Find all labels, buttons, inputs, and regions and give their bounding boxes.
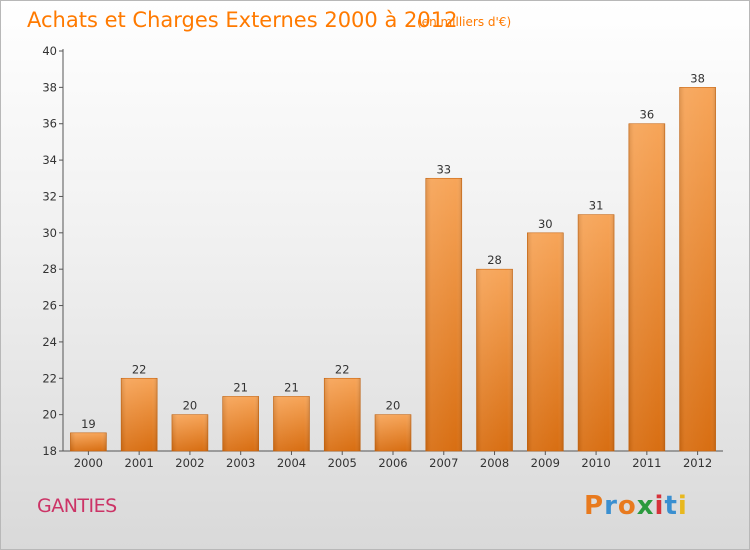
data-label-2002: 20 bbox=[183, 399, 198, 413]
x-tick-label: 2007 bbox=[429, 456, 458, 470]
data-label-2008: 28 bbox=[487, 253, 502, 267]
place-name: GANTIES bbox=[37, 495, 117, 517]
y-tick-label: 40 bbox=[42, 44, 57, 58]
bar-shading-2002 bbox=[171, 414, 208, 451]
bar-shading-2000 bbox=[70, 432, 107, 451]
data-label-2001: 22 bbox=[132, 362, 147, 376]
bar-shading-2004 bbox=[273, 396, 310, 451]
y-tick-label: 34 bbox=[42, 153, 57, 167]
y-tick-label: 24 bbox=[42, 335, 57, 349]
x-tick-label: 2002 bbox=[175, 456, 204, 470]
bar-shading-2009 bbox=[527, 232, 564, 451]
data-label-2010: 31 bbox=[589, 199, 604, 213]
bars-group bbox=[70, 87, 716, 452]
x-tick-label: 2010 bbox=[581, 456, 610, 470]
bar-shading-2005 bbox=[324, 378, 361, 451]
y-tick-label: 22 bbox=[42, 371, 57, 385]
data-label-2005: 22 bbox=[335, 362, 350, 376]
y-tick-label: 38 bbox=[42, 80, 57, 94]
y-tick-label: 20 bbox=[42, 408, 57, 422]
axes: 18 20 22 24 26 28 30 32 34 36 38 40 2000 2001 2002 2003… bbox=[42, 44, 723, 470]
x-tick-label: 2009 bbox=[531, 456, 560, 470]
bar-shading-2006 bbox=[375, 414, 411, 451]
bar-shading-2008 bbox=[476, 269, 513, 451]
x-tick-label: 2008 bbox=[480, 456, 509, 470]
bar-shading-2011 bbox=[628, 123, 665, 452]
bar-shading-2010 bbox=[578, 214, 615, 451]
data-label-2007: 33 bbox=[436, 162, 451, 176]
bar-shading-2003 bbox=[222, 396, 259, 451]
brand-letter: i bbox=[677, 491, 688, 521]
y-tick-label: 26 bbox=[42, 299, 57, 313]
bar-shading-2007 bbox=[425, 178, 462, 452]
x-tick-label: 2012 bbox=[683, 456, 712, 470]
x-tick-label: 2004 bbox=[277, 456, 306, 470]
data-label-2012: 38 bbox=[690, 71, 705, 85]
x-tick-label: 2011 bbox=[632, 456, 661, 470]
data-labels-group: 19 22 20 21 21 22 20 33 28 30 31 36 38 bbox=[81, 71, 705, 430]
brand-logo: Proxiti bbox=[584, 491, 688, 521]
brand-letter: i bbox=[654, 491, 665, 521]
y-tick-label: 36 bbox=[42, 117, 57, 131]
brand-letter: o bbox=[617, 491, 637, 521]
y-tick-label: 28 bbox=[42, 262, 57, 276]
chart-title: Achats et Charges Externes 2000 à 2012 bbox=[27, 8, 457, 32]
y-tick-label: 18 bbox=[42, 444, 57, 458]
data-label-2000: 19 bbox=[81, 417, 96, 431]
brand-letter: P bbox=[584, 491, 605, 521]
data-label-2004: 21 bbox=[284, 380, 299, 394]
bar-shading-2012 bbox=[679, 87, 716, 451]
data-label-2006: 20 bbox=[386, 399, 401, 413]
brand-letter: t bbox=[664, 491, 678, 521]
chart-subtitle: (en milliers d'€) bbox=[417, 15, 511, 29]
data-label-2003: 21 bbox=[233, 380, 248, 394]
x-tick-label: 2003 bbox=[226, 456, 255, 470]
x-tick-label: 2006 bbox=[378, 456, 407, 470]
brand-letter: x bbox=[636, 491, 655, 521]
x-tick-label: 2000 bbox=[74, 456, 103, 470]
x-tick-label: 2005 bbox=[328, 456, 357, 470]
y-tick-label: 32 bbox=[42, 189, 57, 203]
data-label-2009: 30 bbox=[538, 217, 553, 231]
data-label-2011: 36 bbox=[640, 108, 655, 122]
x-tick-label: 2001 bbox=[125, 456, 154, 470]
y-tick-label: 30 bbox=[42, 226, 57, 240]
bar-shading-2001 bbox=[121, 378, 158, 451]
brand-letter: r bbox=[604, 491, 618, 521]
